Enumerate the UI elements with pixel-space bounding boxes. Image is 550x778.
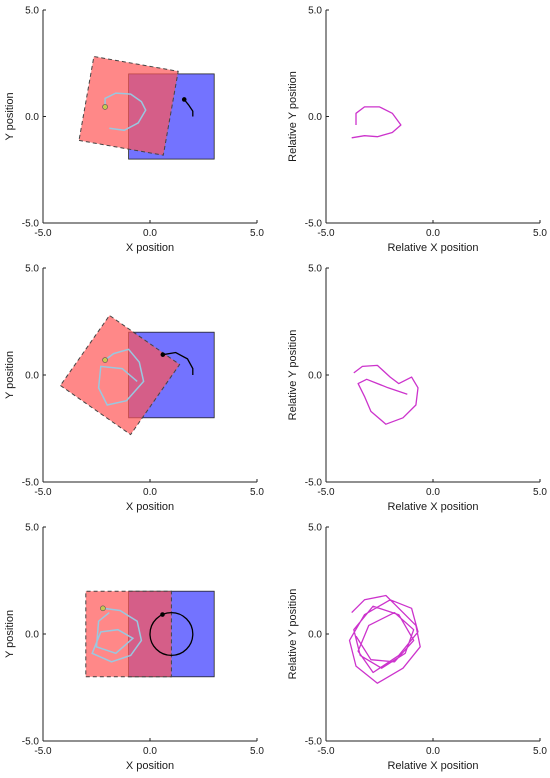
y-tick-label: 0.0 [308,630,322,641]
x-tick-label: 0.0 [143,228,157,239]
relative-path-line-1 [348,594,421,684]
x-tick-label: 0.0 [426,228,440,239]
y-tick-label: 0.0 [308,112,322,123]
y-tick-label: 5.0 [308,6,322,17]
x-axis-label: Relative X position [387,760,478,772]
x-tick-label: 5.0 [533,228,547,239]
y-tick-label: 5.0 [25,6,39,17]
x-tick-label: 5.0 [533,487,547,498]
subplot-6: -5.0 0.0 5.0 -5.0 0.0 5.0 Relative X position R… [287,523,547,773]
x-tick-label: 0.0 [426,487,440,498]
x-tick-label: -5.0 [317,487,335,498]
x-tick-label: 5.0 [250,228,264,239]
relative-path-line-1 [353,364,419,425]
relative-path-overlay [97,348,145,406]
trajectory-path [183,99,194,117]
x-tick-label: -5.0 [317,228,335,239]
relative-path-overlay [91,607,143,663]
y-tick-label: 5.0 [25,523,39,534]
y-axis-label: Y position [4,92,16,140]
x-tick-label: 0.0 [426,746,440,757]
y-tick-label: 0.0 [308,371,322,382]
overlay-start-point [100,605,106,612]
x-tick-label: -5.0 [34,228,52,239]
overlay-start-point [102,104,108,110]
y-axis-label: Relative Y position [287,71,299,162]
relative-path-overlay [104,92,147,132]
x-axis-label: Relative X position [387,242,478,254]
relative-path-line-1 [351,106,402,139]
x-tick-label: -5.0 [34,746,52,757]
x-tick-label: 5.0 [533,746,547,757]
subplot-4: -5.0 0.0 5.0 -5.0 0.0 5.0 Relative X position R… [287,264,547,514]
y-axis-label: Y position [4,351,16,399]
y-tick-label: -5.0 [305,478,323,489]
y-tick-label: 0.0 [25,630,39,641]
overlay-start-point [102,357,108,363]
y-tick-label: -5.0 [305,737,323,748]
x-tick-label: 0.0 [143,746,157,757]
x-axis-label: X position [126,242,174,254]
x-tick-label: -5.0 [317,746,335,757]
x-tick-label: 5.0 [250,487,264,498]
trajectory-path [162,351,194,375]
moving-square [59,314,181,436]
y-tick-label: -5.0 [305,219,323,230]
y-axis-label: Y position [4,610,16,658]
trajectory-point [160,352,166,357]
x-axis-label: X position [126,501,174,513]
subplot-2: -5.0 0.0 5.0 -5.0 0.0 5.0 Relative X position R… [287,6,547,255]
y-tick-label: 5.0 [308,523,322,534]
y-tick-label: -5.0 [22,219,40,230]
y-tick-label: 0.0 [25,371,39,382]
trajectory-path [149,611,194,657]
x-axis-label: X position [126,760,174,772]
y-axis-label: Relative Y position [287,589,299,680]
y-tick-label: -5.0 [22,737,40,748]
x-tick-label: -5.0 [34,487,52,498]
trajectory-point [160,612,165,617]
trajectory-point [181,97,187,102]
y-tick-label: 5.0 [25,264,39,275]
y-tick-label: 5.0 [308,264,322,275]
x-tick-label: 0.0 [143,487,157,498]
y-axis-label: Relative Y position [287,330,299,421]
y-tick-label: -5.0 [22,478,40,489]
subplot-5: -5.0 0.0 5.0 -5.0 0.0 5.0 X position Y position [4,523,264,773]
subplot-1: -5.0 0.0 5.0 -5.0 0.0 5.0 X position Y position [4,6,264,255]
x-axis-label: Relative X position [387,501,478,513]
moving-square [85,590,172,678]
moving-square [78,55,179,156]
subplot-3: -5.0 0.0 5.0 -5.0 0.0 5.0 X position Y position [4,264,264,514]
y-tick-label: 0.0 [25,112,39,123]
x-tick-label: 5.0 [250,746,264,757]
